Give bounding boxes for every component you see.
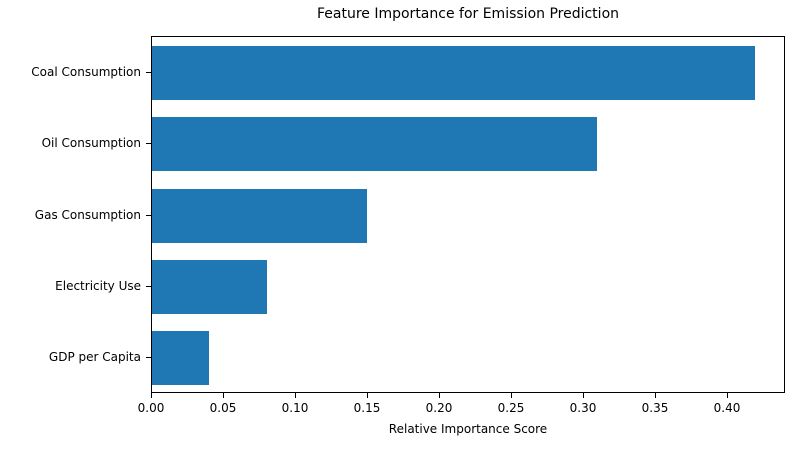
- bar-oil-consumption: [152, 117, 597, 171]
- y-tick-label: Oil Consumption: [41, 136, 141, 150]
- x-tick-mark: [655, 393, 656, 398]
- y-tick-label: GDP per Capita: [48, 350, 141, 364]
- y-tick-label: Coal Consumption: [31, 65, 141, 79]
- y-tick-mark: [146, 286, 151, 287]
- y-tick-mark: [146, 215, 151, 216]
- x-tick-label: 0.15: [353, 401, 381, 415]
- x-axis-label: Relative Importance Score: [388, 422, 548, 436]
- x-tick-mark: [367, 393, 368, 398]
- bar-gas-consumption: [152, 189, 367, 243]
- x-tick-mark: [223, 393, 224, 398]
- x-tick-label: 0.25: [497, 401, 525, 415]
- y-tick-label: Gas Consumption: [34, 208, 141, 222]
- x-tick-mark: [583, 393, 584, 398]
- x-tick-label: 0.30: [569, 401, 597, 415]
- x-tick-label: 0.40: [713, 401, 741, 415]
- x-tick-label: 0.00: [137, 401, 165, 415]
- x-tick-mark: [511, 393, 512, 398]
- x-tick-label: 0.20: [425, 401, 453, 415]
- bar-gdp-per-capita: [152, 331, 209, 385]
- chart-title: Feature Importance for Emission Predicti…: [316, 6, 620, 22]
- y-tick-mark: [146, 72, 151, 73]
- x-tick-label: 0.10: [281, 401, 309, 415]
- x-tick-label: 0.35: [641, 401, 669, 415]
- plot-area: [151, 36, 785, 393]
- x-tick-mark: [439, 393, 440, 398]
- bar-coal-consumption: [152, 46, 755, 100]
- y-tick-mark: [146, 357, 151, 358]
- x-tick-mark: [151, 393, 152, 398]
- x-tick-mark: [295, 393, 296, 398]
- bar-electricity-use: [152, 260, 267, 314]
- x-tick-mark: [727, 393, 728, 398]
- y-tick-mark: [146, 143, 151, 144]
- y-tick-label: Electricity Use: [55, 279, 141, 293]
- x-tick-label: 0.05: [209, 401, 237, 415]
